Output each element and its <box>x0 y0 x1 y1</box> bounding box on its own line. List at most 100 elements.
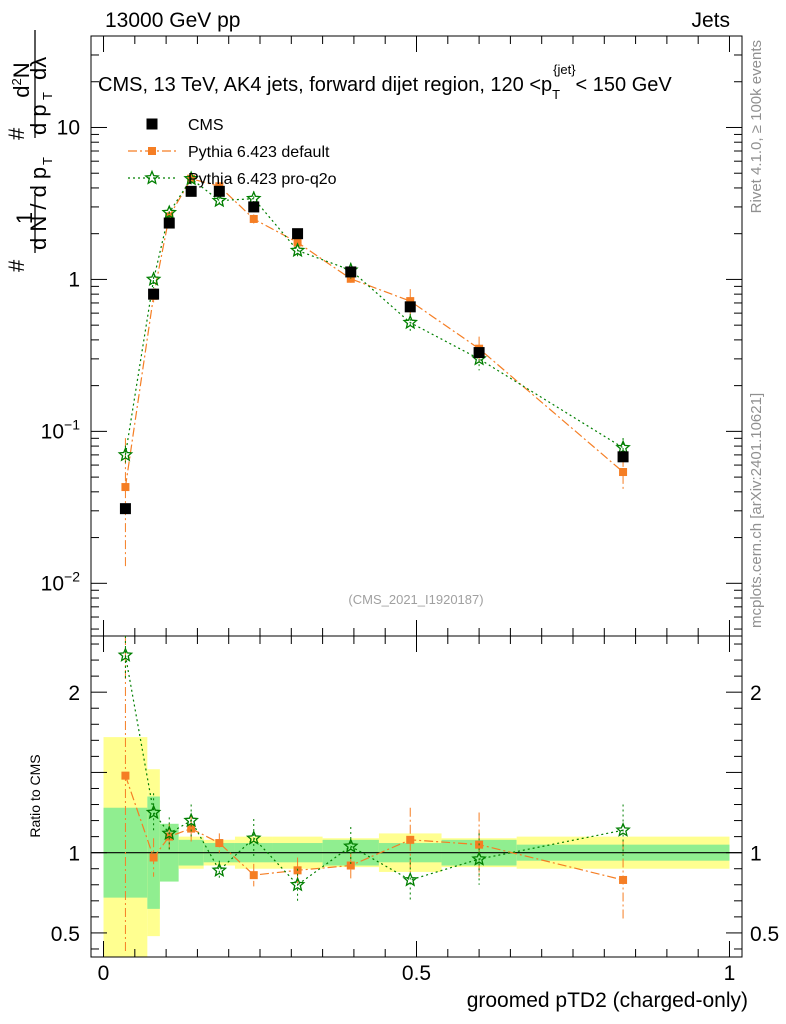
title-sup: {jet} <box>553 62 576 77</box>
series-pythia-6-423-pro-q2o <box>117 170 631 466</box>
ratio-series-pythia-6-423-default <box>121 636 628 953</box>
legend-label: Pythia 6.423 default <box>188 144 330 161</box>
data-point <box>165 212 174 221</box>
data-point <box>148 147 156 155</box>
svg-text:T: T <box>40 92 55 100</box>
data-point <box>211 862 228 877</box>
svg-text:d2N: d2N <box>9 62 34 97</box>
data-point <box>345 266 357 278</box>
legend-label: Pythia 6.423 pro-q2o <box>188 171 337 188</box>
data-point <box>185 185 197 197</box>
data-point <box>245 830 262 845</box>
data-point <box>292 228 304 240</box>
data-point <box>615 439 631 455</box>
axis-ticks: 0 0.5 1 10−2 10−1 1 10 0.5 0.5 1 1 2 2 <box>41 35 779 985</box>
data-point <box>215 839 224 848</box>
data-point <box>289 876 306 892</box>
header-left: 13000 GeV pp <box>105 9 240 32</box>
data-point <box>117 446 134 462</box>
svg-text:#: # <box>4 127 29 140</box>
data-point <box>161 204 178 220</box>
data-point <box>121 771 130 780</box>
mcplots-label: mcplots.cern.ch [arXiv:2401.10621] <box>748 393 765 628</box>
data-point <box>144 169 160 185</box>
data-point <box>145 804 162 820</box>
x-tick-label: 0.5 <box>402 962 431 985</box>
ratio-y-tick-label: 0.5 <box>51 923 80 946</box>
data-point <box>183 170 199 186</box>
data-point <box>402 871 419 887</box>
data-point <box>161 825 178 841</box>
data-point <box>346 861 355 870</box>
series-cms <box>119 185 629 515</box>
svg-text:T: T <box>40 157 55 165</box>
svg-text:1: 1 <box>12 212 37 224</box>
ratio-y-tick-label: 0.5 <box>750 923 779 946</box>
data-point <box>406 297 415 306</box>
y-axis-label-ratio: Ratio to CMS <box>27 754 43 837</box>
svg-text:d N / d p: d N / d p <box>26 167 51 250</box>
data-point <box>615 822 631 837</box>
data-point <box>213 185 225 197</box>
ratio-y-tick-label: 2 <box>68 682 80 705</box>
title-sub: T <box>552 87 560 102</box>
ratio-plot-frame <box>90 635 743 958</box>
data-point <box>119 503 131 515</box>
svg-text:d p: d p <box>26 104 51 135</box>
y-tick-label: 1 <box>68 268 80 291</box>
svg-text:#: # <box>4 259 29 272</box>
legend-label: CMS <box>188 117 224 134</box>
data-point <box>289 242 306 258</box>
data-point <box>149 853 158 862</box>
ratio-uncertainty-bands <box>103 737 730 957</box>
series-line <box>124 177 624 455</box>
ratio-line <box>124 775 624 881</box>
svg-text:dλ: dλ <box>26 57 51 80</box>
x-tick-label: 0 <box>98 962 110 985</box>
data-point <box>163 217 175 229</box>
data-point <box>471 850 487 866</box>
series-line <box>124 178 624 488</box>
series-pythia-6-423-default <box>121 173 628 567</box>
data-point <box>148 288 160 300</box>
y-tick-label: 10 <box>57 116 80 139</box>
y-tick-label: 10−2 <box>41 568 81 595</box>
x-tick-label: 1 <box>724 962 736 985</box>
data-point <box>211 192 228 208</box>
data-point <box>187 824 196 833</box>
x-axis-label: groomed pTD2 (charged-only) <box>467 989 748 1012</box>
data-point <box>619 468 628 477</box>
ratio-y-tick-label: 1 <box>68 843 80 866</box>
data-point <box>248 201 260 213</box>
data-point <box>145 271 162 287</box>
legend: CMS Pythia 6.423 default Pythia 6.423 pro-… <box>128 117 337 188</box>
data-point <box>406 835 415 844</box>
data-point <box>619 875 628 884</box>
ratio-line <box>124 655 624 886</box>
data-series <box>117 170 631 953</box>
data-point <box>121 483 130 492</box>
header-right: Jets <box>691 9 730 32</box>
data-point <box>249 871 258 880</box>
data-point <box>346 274 355 283</box>
data-point <box>617 451 629 463</box>
chart-title: CMS, 13 TeV, AK4 jets, forward dijet reg… <box>98 62 672 102</box>
data-point <box>342 838 359 853</box>
ratio-y-tick-label: 2 <box>750 682 762 705</box>
data-point <box>402 314 419 330</box>
title-tail: < 150 GeV <box>576 74 673 96</box>
data-point <box>473 347 485 359</box>
ratio-y-tick-label: 1 <box>750 843 762 866</box>
data-point <box>249 214 258 223</box>
y-tick-label: 10−1 <box>41 416 81 443</box>
data-point <box>404 301 416 313</box>
data-point <box>117 647 134 662</box>
data-point <box>146 118 158 130</box>
rivet-label: Rivet 4.1.0, ≥ 100k events <box>748 40 765 213</box>
y-axis-label-main: # 1 d N / d p T # d2N d p T dλ <box>4 30 55 272</box>
data-point <box>183 812 199 828</box>
watermark: (CMS_2021_I1920187) <box>348 592 483 607</box>
ratio-series-pythia-6-423-pro-q2o <box>117 636 631 903</box>
title-main: CMS, 13 TeV, AK4 jets, forward dijet reg… <box>98 74 552 96</box>
